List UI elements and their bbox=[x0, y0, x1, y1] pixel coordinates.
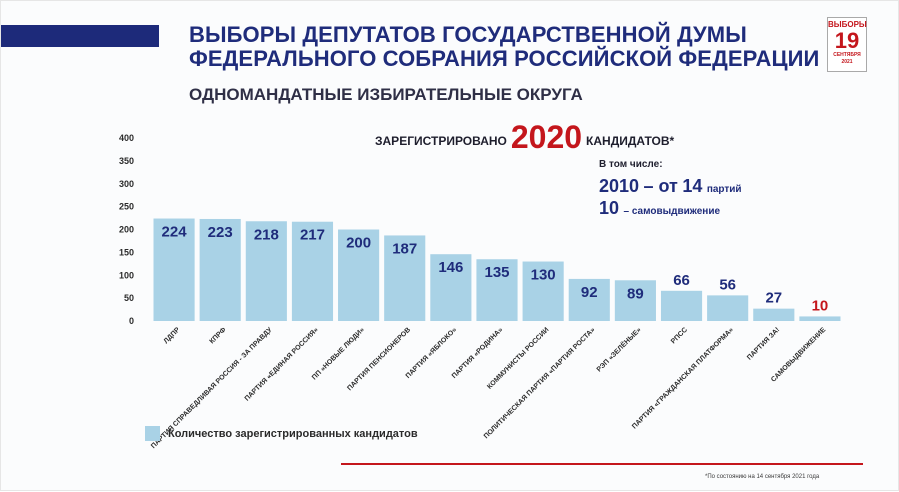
party-candidates-number: 2010 bbox=[599, 176, 640, 196]
category-label: ПАРТИЯ «ЕДИНАЯ РОССИЯ» bbox=[244, 326, 320, 402]
bar-value-label: 146 bbox=[438, 259, 463, 276]
bar-value-label: 130 bbox=[531, 267, 556, 284]
self-nominated-line: 10 – самовыдвижение bbox=[599, 198, 720, 219]
y-axis: 0 50 100 150 200 250 300 350 400 bbox=[119, 133, 134, 326]
y-tick-label: 300 bbox=[119, 179, 134, 189]
top-accent-band bbox=[1, 25, 159, 47]
category-label: ПАРТИЯ ЗА! bbox=[746, 326, 781, 361]
bar-value-label: 223 bbox=[208, 224, 233, 241]
y-tick-label: 200 bbox=[119, 225, 134, 235]
y-tick-label: 400 bbox=[119, 133, 134, 143]
y-tick-label: 350 bbox=[119, 156, 134, 166]
bar bbox=[291, 221, 334, 321]
y-tick-label: 0 bbox=[129, 316, 134, 326]
bar-value-label: 135 bbox=[484, 264, 509, 281]
bar-value-label: 66 bbox=[673, 272, 690, 289]
bar bbox=[338, 229, 380, 321]
registered-suffix: КАНДИДАТОВ* bbox=[586, 134, 675, 148]
bar bbox=[799, 316, 841, 321]
title-line-2: ФЕДЕРАЛЬНОГО СОБРАНИЯ РОССИЙСКОЙ ФЕДЕРАЦ… bbox=[189, 46, 820, 71]
bar-value-label: 224 bbox=[162, 224, 188, 241]
bar-value-label: 56 bbox=[719, 276, 736, 293]
bar bbox=[660, 290, 703, 321]
registered-summary: ЗАРЕГИСТРИРОВАНО 2020 КАНДИДАТОВ* bbox=[375, 119, 674, 156]
category-label: КПРФ bbox=[209, 326, 228, 345]
elections-19-logo-icon: ВЫБОРЫ 19 СЕНТЯБРЯ 2021 bbox=[827, 17, 867, 72]
badge-number: 19 bbox=[834, 28, 860, 53]
badge-year: 2021 bbox=[841, 59, 853, 65]
bar-value-label: 187 bbox=[392, 240, 417, 257]
party-candidates-mid: – от bbox=[643, 176, 678, 196]
chart-legend: Количество зарегистрированных кандидатов bbox=[145, 426, 418, 441]
footer-rule bbox=[341, 463, 863, 465]
badge-month: СЕНТЯБРЯ bbox=[833, 52, 861, 58]
bar-value-label: 217 bbox=[300, 227, 325, 244]
registered-number: 2020 bbox=[510, 119, 583, 155]
including-label: В том числе: bbox=[599, 159, 663, 170]
party-candidates-line: 2010 – от 14 партий bbox=[599, 176, 742, 197]
legend-swatch bbox=[145, 426, 160, 441]
bar bbox=[384, 235, 426, 321]
category-label: ПАРТИЯ «ГРАЖДАНСКАЯ ПЛАТФОРМА» bbox=[631, 326, 735, 430]
bar bbox=[476, 259, 518, 321]
category-label: ПАРТИЯ «РОДИНА» bbox=[451, 326, 505, 380]
category-label: РЭП «ЗЕЛЁНЫЕ» bbox=[595, 326, 643, 374]
bar bbox=[153, 218, 195, 321]
bar-value-labels: 224 223 218 217 200 187 146 135 130 92 89 66 56 27 10 bbox=[162, 224, 829, 315]
bar bbox=[245, 221, 287, 321]
page-subtitle: ОДНОМАНДАТНЫЕ ИЗБИРАТЕЛЬНЫЕ ОКРУГА bbox=[189, 85, 583, 104]
category-label: ПАРТИЯ «ЯБЛОКО» bbox=[405, 326, 459, 380]
page-title: ВЫБОРЫ ДЕПУТАТОВ ГОСУДАРСТВЕННОЙ ДУМЫ ФЕ… bbox=[189, 23, 819, 71]
bar-value-label: 200 bbox=[346, 235, 371, 252]
category-label: ЛДПР bbox=[163, 326, 182, 345]
category-label: ПОЛИТИЧЕСКАЯ ПАРТИЯ «ПАРТИЯ РОСТА» bbox=[483, 326, 597, 440]
footnote: *По состоянию на 14 сентября 2021 года bbox=[705, 474, 820, 480]
badge-top-text: ВЫБОРЫ bbox=[828, 20, 867, 29]
category-label: РПСС bbox=[670, 326, 689, 345]
party-count-number: 14 bbox=[682, 176, 703, 196]
bar bbox=[614, 280, 656, 321]
category-label: САМОВЫДВИЖЕНИЕ bbox=[770, 326, 827, 383]
self-nominated-suffix: – самовыдвижение bbox=[623, 206, 721, 217]
self-nominated-number: 10 bbox=[599, 198, 620, 218]
bar bbox=[753, 308, 795, 321]
bars-group bbox=[153, 218, 841, 321]
bar-value-label: 92 bbox=[581, 284, 598, 301]
registered-prefix: ЗАРЕГИСТРИРОВАНО bbox=[375, 134, 507, 148]
bar bbox=[568, 278, 610, 321]
bar-value-label: 218 bbox=[254, 226, 279, 243]
y-tick-label: 50 bbox=[124, 293, 134, 303]
legend-label: Количество зарегистрированных кандидатов bbox=[168, 427, 418, 440]
party-count-suffix: партий bbox=[706, 184, 742, 195]
bar bbox=[430, 254, 472, 321]
bar-value-label: 89 bbox=[627, 285, 644, 302]
bar-value-label: 10 bbox=[812, 297, 829, 314]
y-tick-label: 100 bbox=[119, 270, 134, 280]
title-line-1: ВЫБОРЫ ДЕПУТАТОВ ГОСУДАРСТВЕННОЙ ДУМЫ bbox=[189, 22, 747, 47]
category-label: ПП «НОВЫЕ ЛЮДИ» bbox=[311, 326, 366, 381]
y-tick-label: 250 bbox=[119, 202, 134, 212]
y-tick-label: 150 bbox=[119, 247, 134, 257]
bar bbox=[707, 295, 749, 321]
bar bbox=[199, 218, 241, 321]
bar bbox=[522, 261, 564, 321]
bar-value-label: 27 bbox=[765, 290, 782, 307]
